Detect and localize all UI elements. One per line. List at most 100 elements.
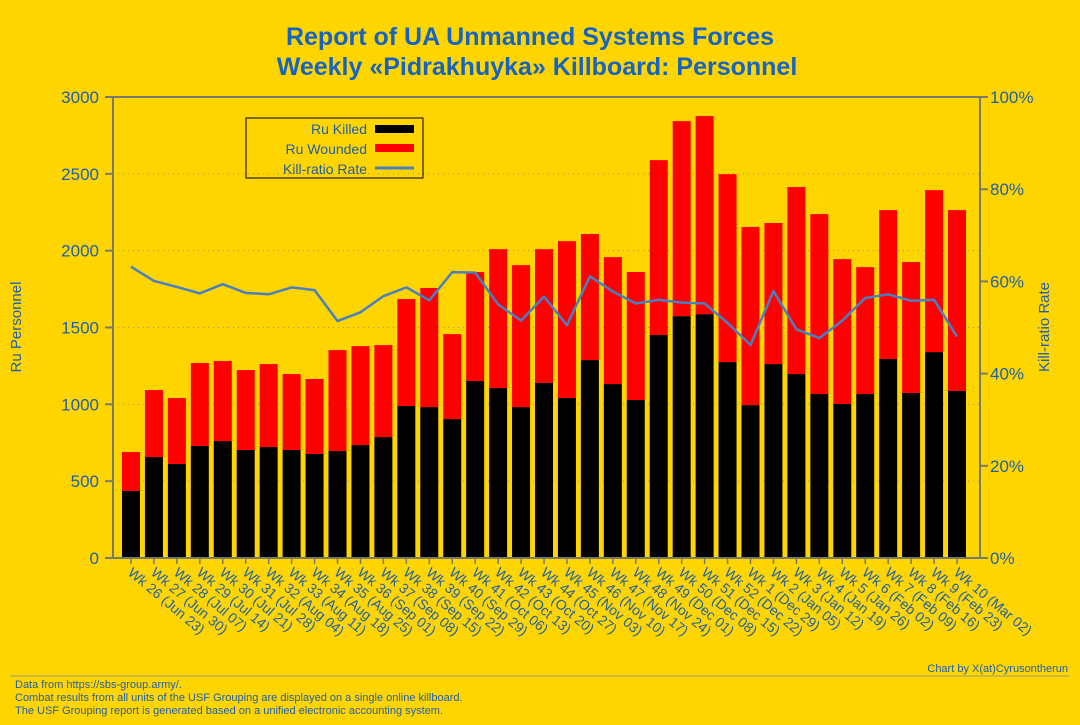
bar-killed bbox=[191, 446, 209, 558]
bar-wounded bbox=[787, 187, 805, 374]
y2-tick-label: 80% bbox=[990, 180, 1024, 199]
bar-killed bbox=[489, 388, 507, 558]
bar-wounded bbox=[879, 210, 897, 359]
bar-wounded bbox=[856, 267, 874, 394]
bar-killed bbox=[810, 394, 828, 558]
footer-note-3: The USF Grouping report is generated bas… bbox=[15, 705, 443, 717]
y2-tick-label: 100% bbox=[990, 88, 1033, 107]
bar-wounded bbox=[145, 390, 163, 457]
y2-tick-label: 20% bbox=[990, 457, 1024, 476]
bar-killed bbox=[719, 362, 737, 558]
bar-killed bbox=[260, 447, 278, 558]
bar-wounded bbox=[742, 227, 760, 405]
bar-killed bbox=[237, 450, 255, 558]
bar-killed bbox=[374, 437, 392, 558]
bar-wounded bbox=[283, 374, 301, 450]
bar-wounded bbox=[168, 398, 186, 464]
y-tick-label: 1500 bbox=[61, 319, 99, 338]
chart-title: Report of UA Unmanned Systems Forces bbox=[286, 23, 774, 51]
bar-wounded bbox=[512, 265, 530, 407]
bar-killed bbox=[443, 419, 461, 558]
bar-wounded bbox=[260, 364, 278, 447]
bar-killed bbox=[168, 464, 186, 558]
bar-wounded bbox=[466, 272, 484, 381]
chart-subtitle: Weekly «Pidrakhuyka» Killboard: Personne… bbox=[277, 53, 798, 81]
bar-killed bbox=[397, 406, 415, 558]
bar-killed bbox=[558, 398, 576, 558]
bar-killed bbox=[948, 391, 966, 558]
bar-wounded bbox=[627, 272, 645, 400]
bar-wounded bbox=[214, 361, 232, 441]
y-tick-label: 0 bbox=[90, 549, 99, 568]
bar-wounded bbox=[581, 234, 599, 360]
bar-killed bbox=[925, 352, 943, 558]
footer-note-2: Combat results from all units of the USF… bbox=[15, 692, 463, 704]
bar-killed bbox=[466, 381, 484, 558]
bar-wounded bbox=[535, 249, 553, 383]
bar-killed bbox=[420, 407, 438, 558]
bar-wounded bbox=[489, 249, 507, 388]
bar-wounded bbox=[397, 299, 415, 406]
bar-wounded bbox=[351, 346, 369, 445]
footer-note-1: Data from https://sbs-group.army/. bbox=[15, 679, 182, 691]
bar-killed bbox=[764, 364, 782, 558]
bar-killed bbox=[696, 314, 714, 558]
bar-killed bbox=[145, 457, 163, 558]
legend: Ru Killed Ru Wounded Kill-ratio Rate bbox=[246, 118, 423, 178]
bar-killed bbox=[306, 454, 324, 558]
bar-wounded bbox=[420, 288, 438, 407]
y2-axis-label: Kill-ratio Rate bbox=[1036, 282, 1053, 372]
y-tick-label: 500 bbox=[71, 472, 99, 491]
bar-killed bbox=[581, 360, 599, 558]
bar-killed bbox=[742, 405, 760, 558]
bar-wounded bbox=[673, 121, 691, 316]
bar-wounded bbox=[191, 363, 209, 446]
bar-killed bbox=[879, 359, 897, 558]
bar-killed bbox=[122, 491, 140, 558]
bar-killed bbox=[856, 394, 874, 558]
bar-killed bbox=[283, 450, 301, 558]
chart-credit: Chart by X(at)Cyrusontherun bbox=[927, 663, 1068, 675]
bar-wounded bbox=[122, 452, 140, 491]
bar-wounded bbox=[306, 379, 324, 454]
bar-wounded bbox=[696, 116, 714, 314]
legend-label-ratio: Kill-ratio Rate bbox=[283, 161, 367, 177]
legend-swatch-wounded bbox=[375, 144, 414, 152]
legend-label-killed: Ru Killed bbox=[311, 121, 367, 137]
bar-wounded bbox=[719, 174, 737, 362]
legend-label-wounded: Ru Wounded bbox=[286, 141, 367, 157]
legend-swatch-killed bbox=[375, 125, 414, 133]
bar-killed bbox=[604, 384, 622, 558]
bar-killed bbox=[833, 404, 851, 558]
y-tick-label: 1000 bbox=[61, 395, 99, 414]
bar-killed bbox=[214, 441, 232, 558]
y-axis-label: Ru Personnel bbox=[8, 282, 25, 373]
bar-wounded bbox=[237, 370, 255, 450]
bar-wounded bbox=[604, 257, 622, 384]
bar-killed bbox=[787, 374, 805, 558]
bar-killed bbox=[535, 383, 553, 558]
bar-wounded bbox=[810, 214, 828, 394]
bar-killed bbox=[650, 335, 668, 558]
bar-wounded bbox=[329, 350, 347, 451]
y-tick-label: 2000 bbox=[61, 242, 99, 261]
y2-tick-label: 60% bbox=[990, 272, 1024, 291]
bar-wounded bbox=[833, 259, 851, 404]
bar-wounded bbox=[558, 241, 576, 398]
bar-killed bbox=[902, 393, 920, 558]
y2-tick-label: 40% bbox=[990, 365, 1024, 384]
y-tick-label: 3000 bbox=[61, 88, 99, 107]
bar-wounded bbox=[374, 345, 392, 437]
bar-killed bbox=[512, 407, 530, 558]
bar-killed bbox=[351, 445, 369, 558]
bar-killed bbox=[627, 400, 645, 558]
y-tick-label: 2500 bbox=[61, 165, 99, 184]
y2-tick-label: 0% bbox=[990, 549, 1015, 568]
bar-killed bbox=[329, 451, 347, 558]
bar-killed bbox=[673, 316, 691, 558]
bar-wounded bbox=[925, 190, 943, 352]
bar-wounded bbox=[650, 160, 668, 335]
bar-wounded bbox=[948, 210, 966, 391]
bar-wounded bbox=[902, 262, 920, 393]
